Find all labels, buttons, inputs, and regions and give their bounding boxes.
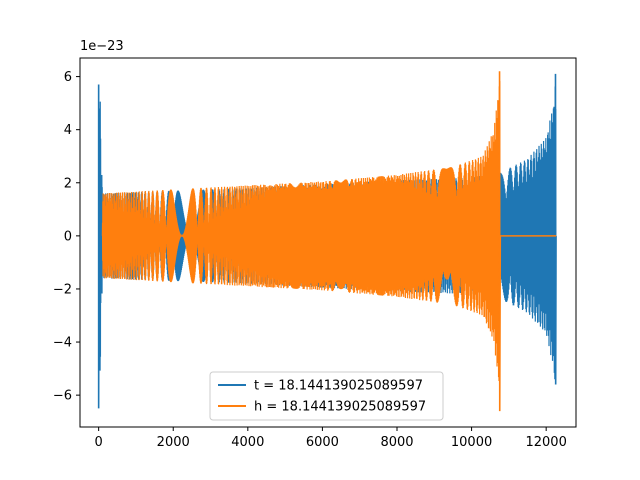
x-tick-label: 6000 <box>306 435 339 450</box>
x-tick-label: 4000 <box>231 435 264 450</box>
y-tick-label: −6 <box>53 389 72 404</box>
y-tick-label: 0 <box>64 229 72 244</box>
legend-box <box>209 371 444 421</box>
series-h-line <box>101 81 501 382</box>
y-tick-label: −4 <box>53 336 72 351</box>
y-tick-label: −2 <box>53 282 72 297</box>
y-offset-label: 1e−23 <box>80 39 124 54</box>
series-t-merger-spike <box>554 73 557 385</box>
x-tick-label: 2000 <box>157 435 190 450</box>
x-tick-label: 8000 <box>380 435 413 450</box>
legend: t = 18.144139025089597 h = 18.14413902508… <box>209 371 444 421</box>
x-tick-label: 0 <box>95 435 103 450</box>
axes-frame <box>79 57 577 428</box>
series-layer <box>97 71 557 412</box>
series-h-merger-spike <box>498 71 502 412</box>
y-tick-label: 4 <box>64 123 72 138</box>
y-tick-label: 2 <box>64 176 72 191</box>
y-axis: −6 −4 −2 0 2 4 6 <box>53 70 80 404</box>
y-tick-label: 6 <box>64 70 72 85</box>
legend-label: h = 18.144139025089597 <box>254 400 426 415</box>
x-tick-label: 12000 <box>525 435 566 450</box>
legend-label: t = 18.144139025089597 <box>254 379 423 394</box>
x-tick-label: 10000 <box>451 435 492 450</box>
x-axis: 0 2000 4000 6000 8000 10000 12000 <box>95 427 567 450</box>
